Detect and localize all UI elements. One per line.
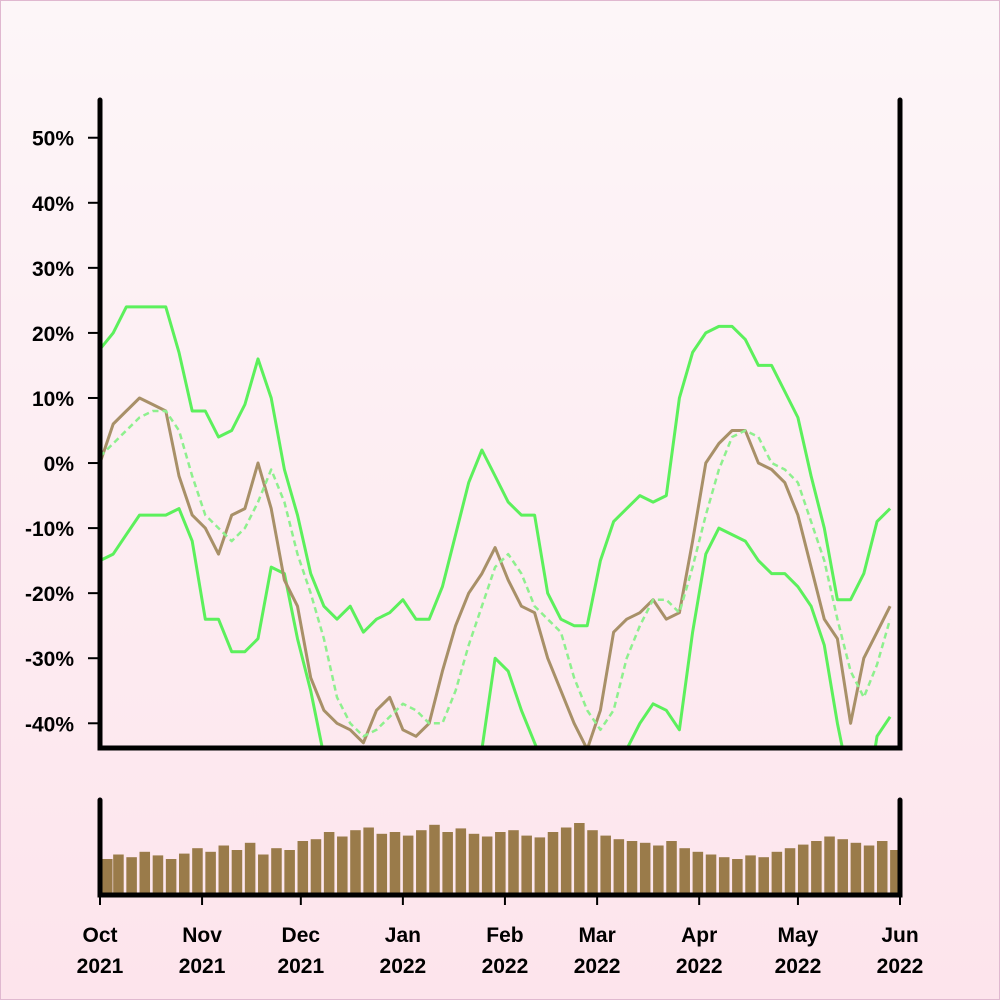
y-tick-label: 50% xyxy=(32,128,74,151)
volume-bar xyxy=(102,859,113,895)
volume-bar xyxy=(442,832,453,895)
volume-bar xyxy=(350,830,361,895)
volume-bar xyxy=(310,839,322,895)
volume-bar xyxy=(416,830,427,895)
volume-bar xyxy=(113,854,124,895)
volume-bar xyxy=(192,848,203,895)
series-line xyxy=(100,507,892,748)
volume-bar xyxy=(323,832,335,895)
x-tick-label: Jun 2022 xyxy=(877,924,924,978)
volume-bar xyxy=(402,835,414,895)
volume-bar xyxy=(389,832,401,895)
volume-bar xyxy=(429,824,440,895)
x-tick-label: May 2022 xyxy=(775,924,822,978)
volume-bar xyxy=(718,857,730,895)
x-tick-label: Jan 2022 xyxy=(380,924,427,978)
volume-bar xyxy=(679,848,690,895)
series-line xyxy=(100,396,892,748)
volume-bar xyxy=(258,854,269,895)
volume-bar xyxy=(139,851,151,895)
volume-bar xyxy=(890,850,898,895)
series-line xyxy=(100,305,892,634)
volume-bar xyxy=(495,832,506,895)
volume-bar xyxy=(692,851,704,895)
y-tick-label: -30% xyxy=(25,648,74,671)
y-tick-label: 20% xyxy=(32,323,74,346)
volume-bar xyxy=(705,854,717,895)
x-tick-label: Oct 2021 xyxy=(77,924,124,978)
volume-bar xyxy=(850,842,862,895)
volume-bar xyxy=(784,848,796,895)
volume-bar xyxy=(574,823,585,895)
volume-bar xyxy=(876,841,888,895)
volume-frame xyxy=(97,797,903,898)
volume-bar xyxy=(218,845,230,895)
volume-bar xyxy=(271,848,282,895)
volume-bar xyxy=(508,830,519,895)
volume-bar xyxy=(205,851,216,895)
volume-bar xyxy=(534,837,546,895)
volume-bar xyxy=(231,850,243,895)
y-tick-label: -40% xyxy=(25,713,74,736)
volume-bar xyxy=(837,839,848,895)
volume-bar xyxy=(547,832,559,895)
volume-bar xyxy=(666,841,677,895)
volume-bar xyxy=(481,836,493,895)
volume-bar xyxy=(811,841,822,895)
volume-bar xyxy=(797,844,809,895)
price-frame xyxy=(97,97,903,751)
y-tick-label: 30% xyxy=(32,258,74,281)
series-line xyxy=(100,409,892,738)
volume-bar xyxy=(626,841,638,895)
volume-bar xyxy=(758,857,769,895)
x-tick-label: Apr 2022 xyxy=(676,924,723,978)
x-tick-label: Dec 2021 xyxy=(277,924,324,978)
volume-bar xyxy=(653,845,664,895)
volume-bar xyxy=(468,833,480,895)
volume-bar xyxy=(297,841,309,895)
volume-bar xyxy=(863,845,875,895)
volume-bar xyxy=(613,839,625,895)
volume-bar xyxy=(337,836,348,895)
volume-bar xyxy=(745,855,756,895)
volume-bar xyxy=(732,859,743,895)
y-tick-label: 0% xyxy=(44,453,75,476)
y-tick-label: 40% xyxy=(32,193,74,216)
volume-bar xyxy=(126,857,137,895)
volume-bar xyxy=(771,851,783,895)
volume-bar xyxy=(363,827,374,895)
y-tick-label: -10% xyxy=(25,518,74,541)
volume-bar xyxy=(179,853,190,895)
x-tick-label: Mar 2022 xyxy=(574,924,621,978)
volume-bar xyxy=(152,855,164,895)
x-tick-label: Nov 2021 xyxy=(179,924,226,978)
volume-bar xyxy=(521,835,532,895)
volume-bar xyxy=(165,859,177,895)
volume-bar xyxy=(587,830,598,895)
axes xyxy=(97,97,903,898)
volume-bar xyxy=(244,842,256,895)
volume-bar xyxy=(284,850,295,895)
volume-bar xyxy=(600,835,611,895)
volume-bar xyxy=(639,842,651,895)
plot-area xyxy=(100,305,892,748)
volume-bar xyxy=(560,827,572,895)
y-tick-label: 10% xyxy=(32,388,74,411)
volume-panel xyxy=(102,823,898,895)
volume-bar xyxy=(376,833,388,895)
y-tick-label: -20% xyxy=(25,583,74,606)
volume-bar xyxy=(824,836,835,895)
x-tick-label: Feb 2022 xyxy=(482,924,529,978)
volume-bar xyxy=(455,828,467,895)
